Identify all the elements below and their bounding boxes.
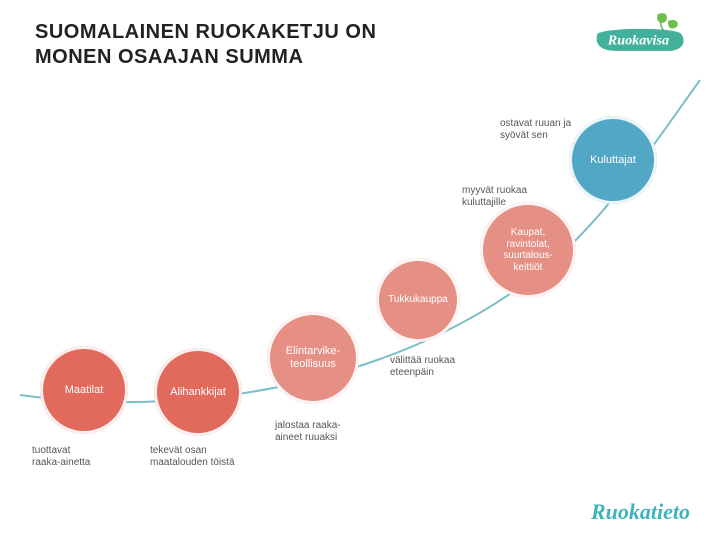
chain-annotation-maatilat: tuottavatraaka-ainetta [32, 445, 90, 469]
chain-node-tukkukauppa: Tukkukauppa [376, 258, 460, 342]
chain-annotation-kuluttajat: ostavat ruuan jasyövät sen [500, 118, 571, 142]
chain-node-label: Tukkukauppa [388, 294, 448, 306]
chain-annotation-kaupat: myyvät ruokaakuluttajille [462, 185, 527, 209]
chain-node-kuluttajat: Kuluttajat [569, 116, 657, 204]
chain-node-label: Kuluttajat [590, 154, 636, 167]
chain-node-elintarviketeollisuus: Elintarvike-teollisuus [267, 312, 359, 404]
ruokatieto-logo: Ruokatieto [591, 499, 690, 525]
chain-diagram: Maatilat Alihankkijat Elintarvike-teollisu… [0, 0, 720, 540]
chain-node-kaupat: Kaupat,ravintolat,suurtalous-keittiöt [480, 202, 576, 298]
chain-annotation-alihankkijat: tekevät osanmaatalouden töistä [150, 445, 235, 469]
chain-node-alihankkijat: Alihankkijat [154, 348, 242, 436]
chain-annotation-tukkukauppa: välittää ruokaaeteenpäin [390, 355, 455, 379]
chain-annotation-elintarviketeollisuus: jalostaa raaka-aineet ruuaksi [275, 420, 341, 444]
chain-node-label: Elintarvike-teollisuus [286, 345, 340, 370]
chain-node-label: Maatilat [65, 384, 104, 397]
chain-node-label: Alihankkijat [170, 386, 226, 399]
connector-curve [0, 0, 720, 540]
chain-node-label: Kaupat,ravintolat,suurtalous-keittiöt [503, 227, 552, 273]
chain-node-maatilat: Maatilat [40, 346, 128, 434]
